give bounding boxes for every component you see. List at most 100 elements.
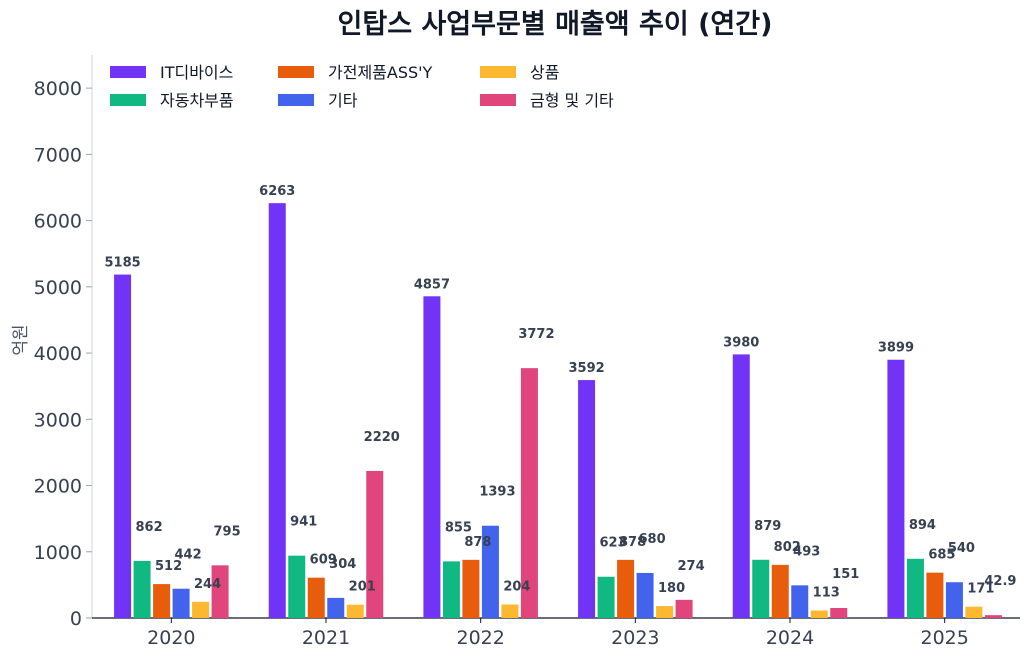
- bars: [114, 203, 1002, 619]
- data-label: 180: [658, 581, 685, 596]
- bar: [481, 525, 499, 618]
- data-label: 941: [290, 515, 317, 530]
- data-label: 244: [194, 577, 221, 592]
- data-label: 493: [793, 544, 820, 559]
- legend-swatch: [480, 66, 516, 78]
- legend-swatch: [278, 66, 314, 78]
- data-label: 201: [349, 580, 376, 595]
- bar: [617, 559, 635, 618]
- bar: [984, 615, 1002, 618]
- y-tick-label: 1000: [34, 542, 82, 564]
- bar: [442, 561, 460, 618]
- data-label: 3899: [878, 341, 914, 356]
- x-ticks: 2020 2021 2022 2023 2024 2025: [147, 618, 969, 649]
- bar: [346, 604, 364, 618]
- data-label: 878: [619, 535, 646, 550]
- bar: [288, 555, 306, 618]
- legend-label: 자동차부품: [160, 91, 234, 110]
- y-axis-label: 억원: [11, 324, 31, 355]
- data-label: 3980: [723, 335, 759, 350]
- y-tick-label: 2000: [34, 476, 82, 498]
- bar: [771, 564, 789, 618]
- bar: [133, 560, 151, 618]
- data-label: 879: [754, 519, 781, 534]
- data-label: 680: [639, 532, 666, 547]
- data-label: 4857: [414, 277, 450, 292]
- bar: [462, 559, 480, 618]
- data-label: 274: [678, 559, 705, 574]
- y-tick-label: 3000: [34, 409, 82, 431]
- data-label: 540: [948, 541, 975, 556]
- data-label: 113: [813, 586, 840, 601]
- data-label: 795: [214, 524, 241, 539]
- y-ticks: 0 1000 2000 3000 4000 5000 6000 7000 8000: [34, 78, 92, 630]
- y-tick-label: 7000: [34, 144, 82, 166]
- legend-label: 상품: [530, 63, 559, 82]
- bar: [501, 604, 519, 618]
- bar: [520, 368, 538, 618]
- data-label: 685: [928, 548, 955, 563]
- bar: [732, 354, 750, 618]
- y-tick-label: 0: [70, 608, 82, 630]
- data-label: 3592: [568, 361, 604, 376]
- data-label: 3772: [518, 327, 554, 342]
- bar: [268, 203, 286, 619]
- bar: [423, 296, 441, 618]
- bar: [578, 380, 596, 618]
- legend-swatch: [278, 94, 314, 106]
- data-label: 42.9: [984, 574, 1016, 589]
- data-label: 855: [445, 520, 472, 535]
- bar: [906, 558, 924, 618]
- bar: [114, 274, 132, 618]
- bar: [926, 572, 944, 618]
- data-label: 171: [967, 582, 994, 597]
- data-label: 609: [310, 553, 337, 568]
- bar: [810, 610, 828, 618]
- bar: [830, 607, 848, 618]
- data-label: 442: [175, 548, 202, 563]
- legend-label: 금형 및 기타: [530, 91, 614, 110]
- data-label: 512: [155, 559, 182, 574]
- y-tick-label: 4000: [34, 343, 82, 365]
- legend-label: IT디바이스: [160, 63, 233, 82]
- data-label: 204: [503, 579, 530, 594]
- y-tick-label: 8000: [34, 78, 82, 100]
- legend-swatch: [110, 94, 146, 106]
- bar: [211, 565, 229, 618]
- bar: [366, 470, 384, 618]
- x-tick-label: 2023: [611, 627, 659, 649]
- x-tick-label: 2025: [920, 627, 968, 649]
- legend-label: 가전제품ASS'Y: [328, 63, 433, 82]
- legend-swatch: [110, 66, 146, 78]
- bar: [656, 606, 674, 618]
- data-label: 304: [329, 557, 356, 572]
- x-tick-label: 2020: [147, 627, 195, 649]
- data-label: 151: [832, 567, 859, 582]
- data-label: 878: [464, 535, 491, 550]
- data-label: 5185: [104, 256, 140, 271]
- data-label: 623: [600, 536, 627, 551]
- legend-swatch: [480, 94, 516, 106]
- bar: [307, 577, 325, 618]
- bar: [597, 576, 615, 618]
- bar: [791, 585, 809, 618]
- bar: [945, 582, 963, 618]
- data-label: 6263: [259, 184, 295, 199]
- bar: [192, 601, 210, 618]
- x-tick-label: 2024: [766, 627, 814, 649]
- bar: [636, 572, 654, 618]
- data-label: 1393: [479, 485, 515, 500]
- y-tick-label: 5000: [34, 277, 82, 299]
- legend-label: 기타: [328, 91, 358, 110]
- data-label: 802: [774, 540, 801, 555]
- data-label: 894: [909, 518, 936, 533]
- bar: [327, 597, 345, 618]
- chart-title: 인탑스 사업부문별 매출액 추이 (연간): [338, 9, 773, 40]
- bar: [752, 559, 770, 618]
- data-label: 2220: [364, 430, 400, 445]
- x-tick-label: 2021: [302, 627, 350, 649]
- bar: [153, 584, 171, 618]
